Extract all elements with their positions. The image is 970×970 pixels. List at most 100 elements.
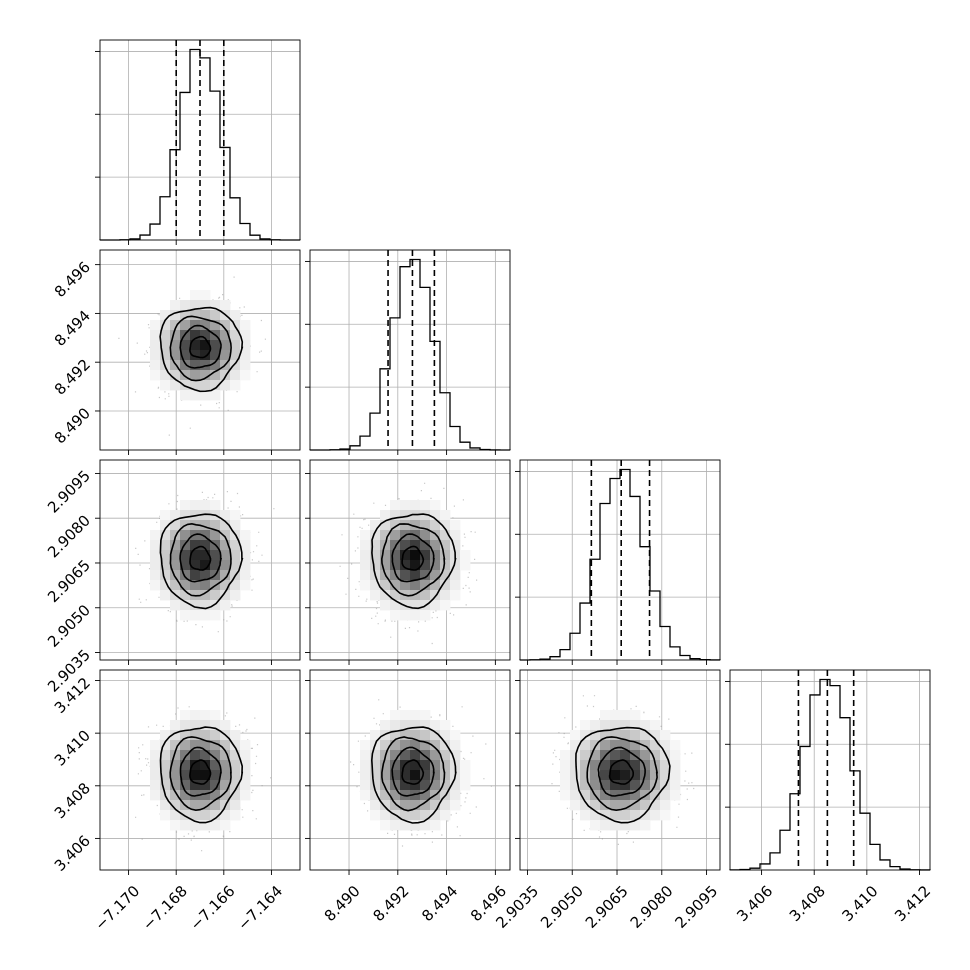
density-cell [170, 550, 181, 561]
density-cell [390, 610, 401, 621]
density-cell [360, 740, 371, 751]
x-tick-label-p2: 2.9095 [671, 882, 721, 932]
density-cell [150, 550, 161, 561]
density-cell [660, 740, 671, 751]
density-cell [190, 550, 201, 561]
density-cell [160, 370, 171, 381]
density-cell [440, 600, 451, 611]
density-cell [180, 340, 191, 351]
density-cell [380, 790, 391, 801]
density-cell [190, 740, 201, 751]
density-cell [190, 820, 201, 831]
density-cell [220, 380, 231, 391]
density-cell [670, 780, 681, 791]
density-cell [440, 570, 451, 581]
density-cell [200, 710, 211, 721]
density-cell [420, 750, 431, 761]
density-cell [610, 750, 621, 761]
density-cell [450, 560, 461, 571]
density-cell [410, 780, 421, 791]
density-cell [220, 600, 231, 611]
density-cell [410, 730, 421, 741]
density-cell [420, 730, 431, 741]
density-cell [160, 750, 171, 761]
density-cell [160, 510, 171, 521]
density-cell [160, 780, 171, 791]
density-cell [170, 340, 181, 351]
density-cell [170, 350, 181, 361]
density-cell [580, 770, 591, 781]
density-cell [580, 750, 591, 761]
density-cell [390, 560, 401, 571]
density-cell [170, 580, 181, 591]
density-cell [220, 740, 231, 751]
density-cell [370, 540, 381, 551]
density-cell [240, 780, 251, 791]
density-cell [190, 810, 201, 821]
density-cell [230, 580, 241, 591]
density-cell [170, 770, 181, 781]
density-cell [430, 540, 441, 551]
density-cell [160, 330, 171, 341]
density-cell [580, 780, 591, 791]
density-cell [410, 570, 421, 581]
grid-lines [520, 460, 720, 660]
density-cell [180, 360, 191, 371]
density-cell [210, 310, 221, 321]
density-cell [440, 590, 451, 601]
contour-2 [380, 523, 446, 597]
density-cell [620, 720, 631, 731]
x-tick-label-p3: 3.406 [733, 882, 776, 925]
density-cell [410, 740, 421, 751]
density-cell [170, 780, 181, 791]
density-cell [180, 540, 191, 551]
density-cell [190, 340, 201, 351]
density-cell [220, 720, 231, 731]
density-cell [400, 770, 411, 781]
density-cell [200, 560, 211, 571]
density-cell [210, 360, 221, 371]
density-cell [200, 520, 211, 531]
density-cell [230, 310, 241, 321]
density-cell [210, 340, 221, 351]
density-cell [630, 800, 641, 811]
contour-3 [159, 306, 244, 393]
density-cell [420, 720, 431, 731]
density-cell [190, 580, 201, 591]
density-cell [190, 310, 201, 321]
y-tick-label-p1: 8.492 [51, 355, 94, 398]
density-cell [210, 740, 221, 751]
density-cell [190, 540, 201, 551]
density-cell [390, 730, 401, 741]
density-cell [170, 510, 181, 521]
density-cell [460, 760, 471, 771]
density-cell [240, 350, 251, 361]
density-cell [200, 390, 211, 401]
density-cell [180, 570, 191, 581]
density-cell [590, 730, 601, 741]
panel-p1-p0 [95, 249, 301, 455]
density-cell [430, 780, 441, 791]
density-cell [630, 820, 641, 831]
density-cell [150, 340, 161, 351]
x-tick-label-p3: 3.408 [786, 882, 829, 925]
density-cell [640, 760, 651, 771]
y-tick-label-p1: 8.490 [51, 404, 94, 447]
density-cell [600, 720, 611, 731]
density-cell [220, 520, 231, 531]
density-cell [600, 760, 611, 771]
density-cell [650, 770, 661, 781]
density-cell [400, 800, 411, 811]
density-cell [170, 330, 181, 341]
density-cell [150, 350, 161, 361]
density-cell [190, 300, 201, 311]
density-cell [670, 790, 681, 801]
density-cell [230, 350, 241, 361]
density-cell [150, 790, 161, 801]
density-cells [150, 500, 251, 621]
x-tick-label-p2: 2.9050 [537, 882, 587, 932]
density-cell [230, 800, 241, 811]
density-cell [410, 580, 421, 591]
density-cell [390, 750, 401, 761]
density-cell [440, 770, 451, 781]
